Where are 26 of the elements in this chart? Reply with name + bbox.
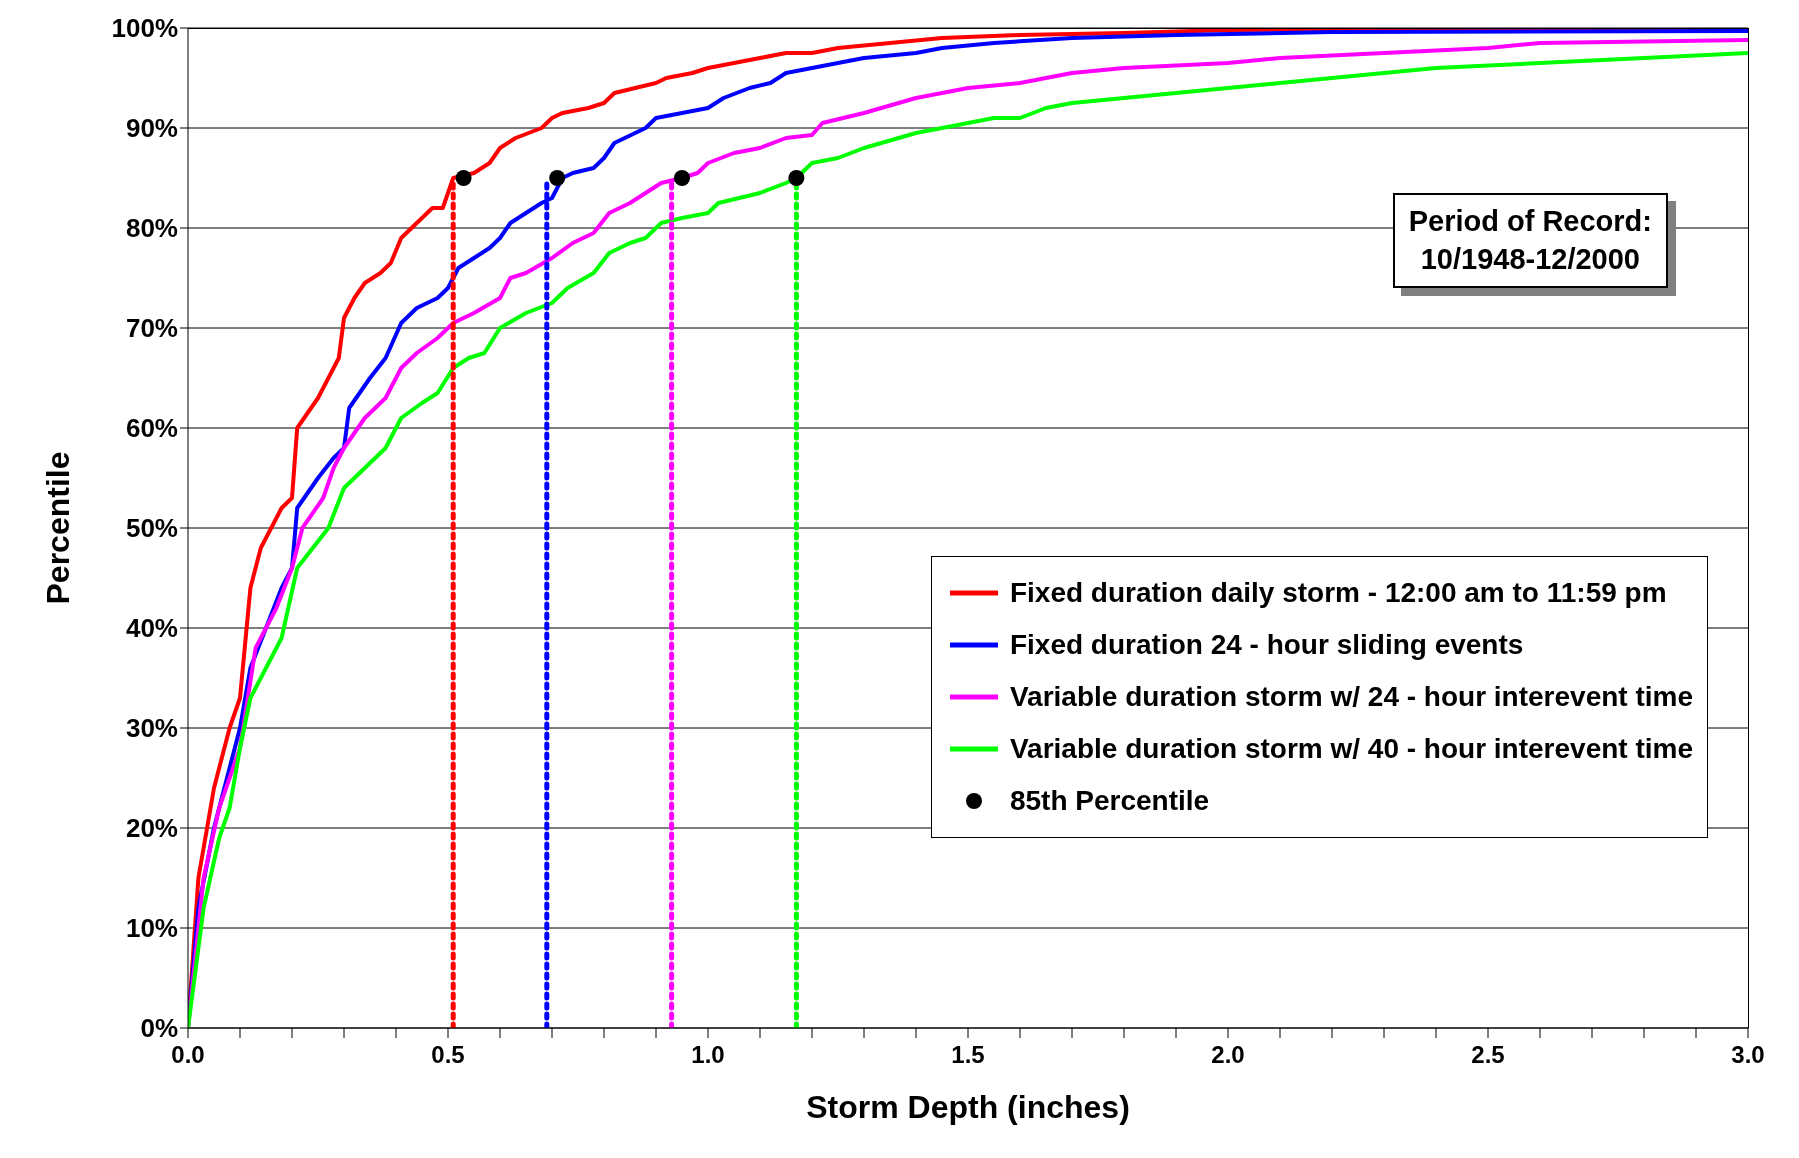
- y-tick-label: 40%: [125, 613, 178, 644]
- y-tick-label: 70%: [125, 313, 178, 344]
- x-tick-label: 2.5: [1471, 1041, 1505, 1069]
- legend-label: 85th Percentile: [1009, 785, 1210, 817]
- y-tick-label: 80%: [125, 213, 178, 244]
- y-tick-label: 100%: [111, 13, 178, 44]
- x-tick-label: 0.5: [431, 1041, 465, 1069]
- legend-label: Fixed duration 24 - hour sliding events: [1009, 629, 1524, 661]
- x-tick-label: 1.5: [951, 1041, 985, 1069]
- x-tick-label: 3.0: [1731, 1041, 1765, 1069]
- y-tick-label: 20%: [125, 813, 178, 844]
- x-tick-label: 1.0: [691, 1041, 725, 1069]
- legend-label: Variable duration storm w/ 24 - hour interevent time: [1009, 681, 1693, 713]
- x-tick-label: 0.0: [171, 1041, 205, 1069]
- annotation: Period of Record: 10/1948-12/2000: [1408, 204, 1652, 277]
- y-tick-label: 90%: [125, 113, 178, 144]
- y-axis-title: Percentile: [40, 451, 77, 605]
- legend-label: Fixed duration daily storm - 12:00 am to 11:59 pm: [1009, 577, 1667, 609]
- y-tick-label: 30%: [125, 713, 178, 744]
- x-tick-label: 2.0: [1211, 1041, 1245, 1069]
- y-tick-label: 60%: [125, 413, 178, 444]
- y-tick-label: 10%: [125, 913, 178, 944]
- y-tick-label: 0%: [140, 1013, 178, 1044]
- x-axis-title: Storm Depth (inches): [806, 1089, 1130, 1125]
- y-tick-label: 50%: [125, 513, 178, 544]
- legend-label: Variable duration storm w/ 40 - hour interevent time: [1009, 733, 1693, 765]
